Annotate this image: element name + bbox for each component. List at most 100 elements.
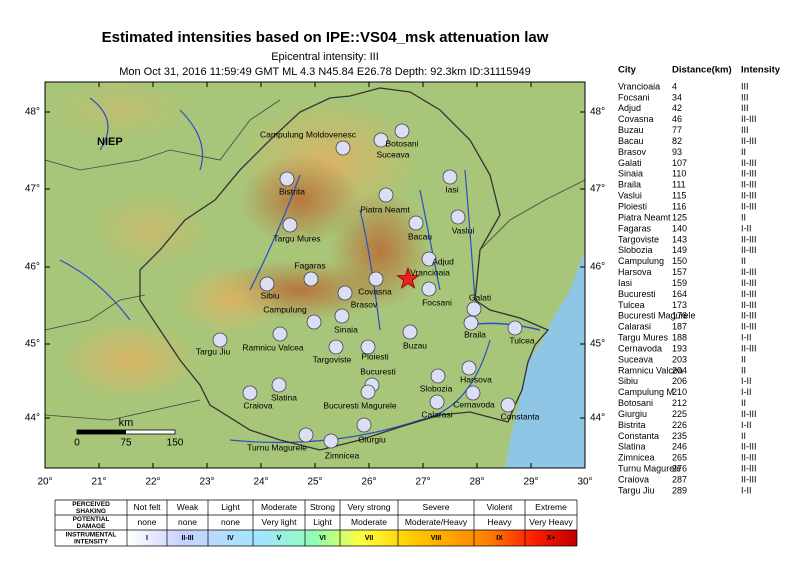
table-cell: Zimnicea <box>618 453 655 463</box>
legend-cell: VIII <box>431 535 442 542</box>
table-cell: III <box>741 103 749 113</box>
table-cell: 111 <box>672 180 686 190</box>
city-label: Slobozia <box>420 383 453 393</box>
lon-label: 20° <box>37 477 52 488</box>
table-cell: 82 <box>672 136 682 146</box>
table-cell: I-II <box>741 485 752 495</box>
legend-cell: IX <box>496 535 503 542</box>
legend-row-label-line: INSTRUMENTAL <box>66 531 117 538</box>
scale-label: 150 <box>167 438 184 449</box>
lat-label: 48° <box>25 107 40 118</box>
table-cell: III <box>741 81 749 91</box>
table-cell: I-II <box>741 420 752 430</box>
lon-label: 27° <box>415 477 430 488</box>
subtitle: Epicentral intensity: III <box>271 51 379 63</box>
table-cell: II-III <box>741 278 757 288</box>
legend-cell: Very Heavy <box>529 517 573 527</box>
city-marker <box>242 385 258 401</box>
table-cell: II-III <box>741 180 757 190</box>
table-cell: II-III <box>741 201 757 211</box>
city-marker <box>421 251 437 267</box>
city-label: Turnu Magurele <box>247 442 307 452</box>
city-label: Calarasi <box>421 409 452 419</box>
table-cell: 193 <box>672 343 687 353</box>
table-cell: II-III <box>741 322 757 332</box>
city-marker <box>373 132 389 148</box>
table-cell: II <box>741 431 746 441</box>
table-cell: 46 <box>672 114 682 124</box>
table-cell: Brasov <box>618 147 647 157</box>
city-marker <box>306 314 322 330</box>
lon-label: 22° <box>145 477 160 488</box>
table-cell: Buzau <box>618 125 644 135</box>
city-marker <box>378 187 394 203</box>
legend-cell: VII <box>365 535 374 542</box>
legend-row-label: PERCEIVED SHAKING <box>72 501 110 515</box>
legend-cell: Violent <box>487 502 513 512</box>
table-cell: 42 <box>672 103 682 113</box>
table-cell: Ploiesti <box>618 201 647 211</box>
map-terrain <box>45 82 585 468</box>
legend-cell: Light <box>221 502 240 512</box>
legend-cell: Severe <box>423 502 450 512</box>
city-marker <box>461 360 477 376</box>
title: Estimated intensities based on IPE::VS04… <box>102 29 549 46</box>
table-cell: II <box>741 212 746 222</box>
city-marker <box>303 271 319 287</box>
city-marker <box>334 308 350 324</box>
city-marker <box>337 285 353 301</box>
legend-cell: Moderate/Heavy <box>405 517 468 527</box>
legend-cell: II-III <box>181 535 193 542</box>
lat-label: 44° <box>25 413 40 424</box>
country-border <box>139 87 550 451</box>
lat-label: 47° <box>590 184 605 195</box>
table-cell: II-III <box>741 158 757 168</box>
table-cell: Targu Mures <box>618 333 669 343</box>
table-cell: II-III <box>741 343 757 353</box>
lat-label: 47° <box>25 184 40 195</box>
table-cell: Targu Jiu <box>618 485 655 495</box>
city-marker <box>463 315 479 331</box>
table-cell: 265 <box>672 453 687 463</box>
lat-label: 46° <box>25 262 40 273</box>
city-label: Tulcea <box>509 335 534 345</box>
table-cell: II-III <box>741 267 757 277</box>
city-label: Harsova <box>460 374 492 384</box>
city-label: Campulung Moldovenesc <box>260 129 357 139</box>
table-cell: 187 <box>672 322 687 332</box>
table-cell: Giurgiu <box>618 409 647 419</box>
city-label: Bucuresti Magurele <box>323 400 397 410</box>
table-cell: Suceava <box>618 354 653 364</box>
table-cell: Galati <box>618 158 642 168</box>
legend-row-label-line: INTENSITY <box>74 538 109 545</box>
table-cell: Piatra Neamt <box>618 212 671 222</box>
city-label: Zimnicea <box>325 450 360 460</box>
table-cell: Calarasi <box>618 322 651 332</box>
city-label: Targu Jiu <box>196 346 231 356</box>
city-label: Giurgiu <box>358 434 386 444</box>
table-cell: II-III <box>741 464 757 474</box>
table-cell: Turnu Magurele <box>618 464 681 474</box>
epicenter-label: Vrancioaia <box>410 267 450 277</box>
city-marker <box>465 385 481 401</box>
legend-gradient <box>127 530 577 546</box>
city-label: Vaslui <box>452 225 475 235</box>
table-cell: 289 <box>672 485 687 495</box>
legend-cell: VI <box>319 535 326 542</box>
city-marker <box>500 397 516 413</box>
scale-label: 0 <box>74 438 80 449</box>
table-cell: II-III <box>741 474 757 484</box>
table-cell: II <box>741 365 746 375</box>
city-marker <box>394 123 410 139</box>
table-cell: II-III <box>741 289 757 299</box>
legend-cell: Very light <box>262 517 298 527</box>
table-cell: II <box>741 354 746 364</box>
table-cell: 107 <box>672 158 687 168</box>
table-cell: 235 <box>672 431 687 441</box>
lon-label: 24° <box>253 477 268 488</box>
city-label: Targu Mures <box>273 233 320 243</box>
table-cell: 203 <box>672 354 687 364</box>
lon-label: 28° <box>469 477 484 488</box>
table-cell: 173 <box>672 300 687 310</box>
table-cell: Slatina <box>618 442 646 452</box>
